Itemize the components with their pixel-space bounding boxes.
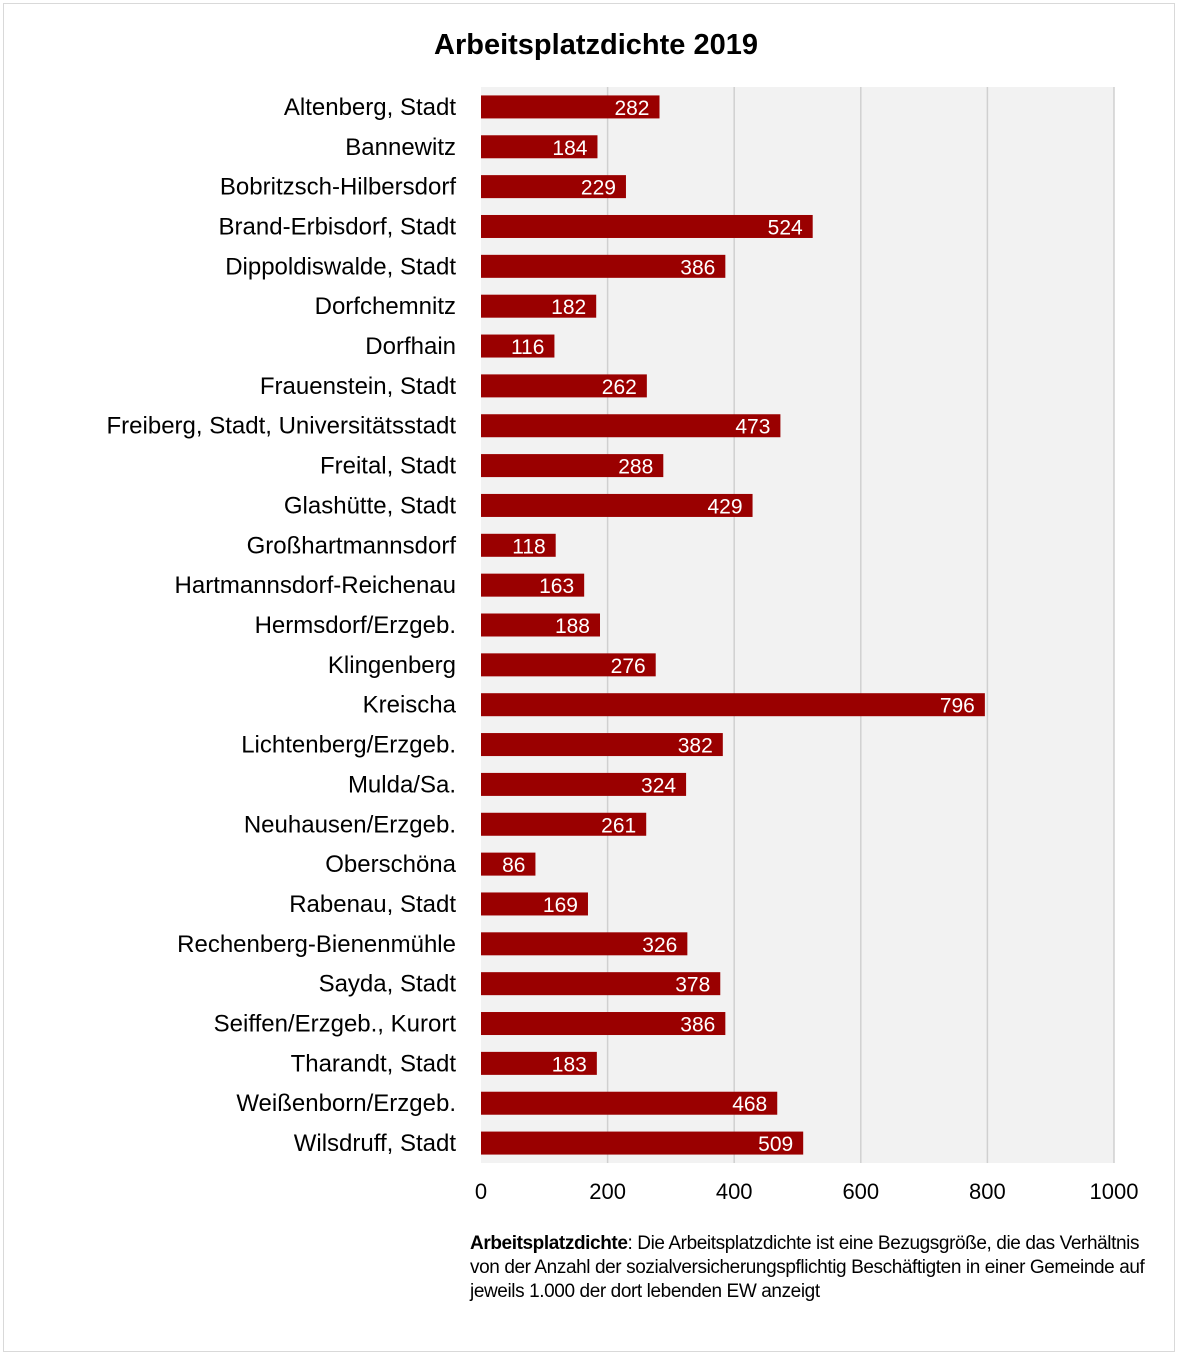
category-label: Neuhausen/Erzgeb. bbox=[244, 811, 456, 838]
data-label: 116 bbox=[511, 336, 544, 359]
bar bbox=[481, 1131, 804, 1155]
data-label: 468 bbox=[732, 1093, 767, 1116]
bar bbox=[481, 892, 588, 916]
category-label: Oberschöna bbox=[325, 851, 456, 878]
x-tick-label: 0 bbox=[475, 1179, 487, 1204]
category-label: Dorfchemnitz bbox=[315, 293, 456, 320]
data-label: 188 bbox=[555, 615, 590, 638]
data-label: 262 bbox=[602, 376, 637, 399]
category-label: Frauenstein, Stadt bbox=[260, 373, 456, 400]
bar bbox=[481, 1012, 726, 1036]
bar bbox=[481, 175, 626, 199]
x-tick-label: 200 bbox=[589, 1179, 626, 1204]
data-label: 324 bbox=[641, 774, 676, 797]
category-label: Klingenberg bbox=[328, 652, 456, 679]
category-label: Wilsdruff, Stadt bbox=[294, 1130, 457, 1157]
category-label: Glashütte, Stadt bbox=[284, 492, 456, 519]
x-tick-label: 400 bbox=[716, 1179, 753, 1204]
category-label: Dorfhain bbox=[365, 333, 456, 360]
bar bbox=[481, 454, 664, 478]
data-label: 183 bbox=[552, 1053, 587, 1076]
bar bbox=[481, 135, 598, 159]
data-label: 473 bbox=[735, 416, 770, 439]
data-label: 229 bbox=[581, 177, 616, 200]
data-label: 386 bbox=[680, 1014, 715, 1037]
bar bbox=[481, 374, 647, 398]
data-label: 382 bbox=[678, 735, 713, 758]
category-label: Rabenau, Stadt bbox=[289, 891, 456, 918]
bar bbox=[481, 573, 585, 597]
data-label: 524 bbox=[768, 216, 803, 239]
category-label: Freital, Stadt bbox=[320, 453, 456, 480]
data-label: 326 bbox=[642, 934, 677, 957]
category-label: Tharandt, Stadt bbox=[291, 1050, 457, 1077]
category-label: Brand-Erbisdorf, Stadt bbox=[219, 213, 457, 240]
data-label: 182 bbox=[551, 296, 586, 319]
bar bbox=[481, 1091, 778, 1115]
category-label: Rechenberg-Bienenmühle bbox=[177, 931, 456, 958]
bar bbox=[481, 733, 723, 757]
category-label: Altenberg, Stadt bbox=[284, 94, 456, 121]
category-label: Mulda/Sa. bbox=[348, 771, 456, 798]
category-label: Lichtenberg/Erzgeb. bbox=[241, 732, 456, 759]
category-label: Großhartmannsdorf bbox=[247, 532, 457, 559]
data-label: 429 bbox=[708, 495, 743, 518]
data-label: 86 bbox=[502, 854, 525, 877]
data-label: 288 bbox=[618, 456, 653, 479]
data-label: 282 bbox=[614, 97, 649, 120]
bar bbox=[481, 693, 985, 717]
bar bbox=[481, 852, 536, 876]
bar bbox=[481, 972, 721, 996]
footnote: Arbeitsplatzdichte: Die Arbeitsplatzdich… bbox=[470, 1232, 1170, 1304]
chart-title: Arbeitsplatzdichte 2019 bbox=[434, 29, 758, 61]
bar bbox=[481, 254, 726, 278]
bar bbox=[481, 214, 813, 238]
bar bbox=[481, 493, 753, 517]
bar bbox=[481, 533, 556, 557]
bar bbox=[481, 334, 555, 358]
category-label: Bobritzsch-Hilbersdorf bbox=[220, 174, 456, 201]
bar bbox=[481, 613, 601, 637]
category-label: Bannewitz bbox=[345, 134, 456, 161]
x-tick-label: 600 bbox=[842, 1179, 879, 1204]
category-label: Kreischa bbox=[363, 692, 457, 719]
category-label: Dippoldiswalde, Stadt bbox=[225, 253, 456, 280]
data-label: 163 bbox=[539, 575, 574, 598]
bar bbox=[481, 653, 656, 677]
category-label: Hartmannsdorf-Reichenau bbox=[175, 572, 456, 599]
data-label: 118 bbox=[512, 535, 545, 558]
bar bbox=[481, 932, 688, 956]
category-label: Hermsdorf/Erzgeb. bbox=[255, 612, 456, 639]
bar bbox=[481, 95, 660, 119]
bar bbox=[481, 812, 647, 836]
bar bbox=[481, 294, 597, 318]
data-label: 184 bbox=[552, 137, 587, 160]
x-tick-label: 800 bbox=[969, 1179, 1006, 1204]
data-label: 509 bbox=[758, 1133, 793, 1156]
data-label: 261 bbox=[601, 814, 636, 837]
data-label: 796 bbox=[940, 695, 975, 718]
bar bbox=[481, 772, 687, 796]
category-label: Seiffen/Erzgeb., Kurort bbox=[214, 1011, 457, 1038]
data-label: 378 bbox=[675, 974, 710, 997]
category-label: Sayda, Stadt bbox=[319, 971, 457, 998]
data-label: 169 bbox=[543, 894, 578, 917]
bar bbox=[481, 414, 781, 438]
bar bbox=[481, 1051, 597, 1075]
x-tick-label: 1000 bbox=[1090, 1179, 1139, 1204]
category-label: Freiberg, Stadt, Universitätsstadt bbox=[107, 413, 457, 440]
category-label: Weißenborn/Erzgeb. bbox=[236, 1090, 456, 1117]
data-label: 276 bbox=[611, 655, 646, 678]
footnote-term: Arbeitsplatzdichte bbox=[470, 1233, 628, 1254]
data-label: 386 bbox=[680, 256, 715, 279]
footnote-text: : Die Arbeitsplatzdichte ist eine Bezugs… bbox=[470, 1233, 1145, 1302]
